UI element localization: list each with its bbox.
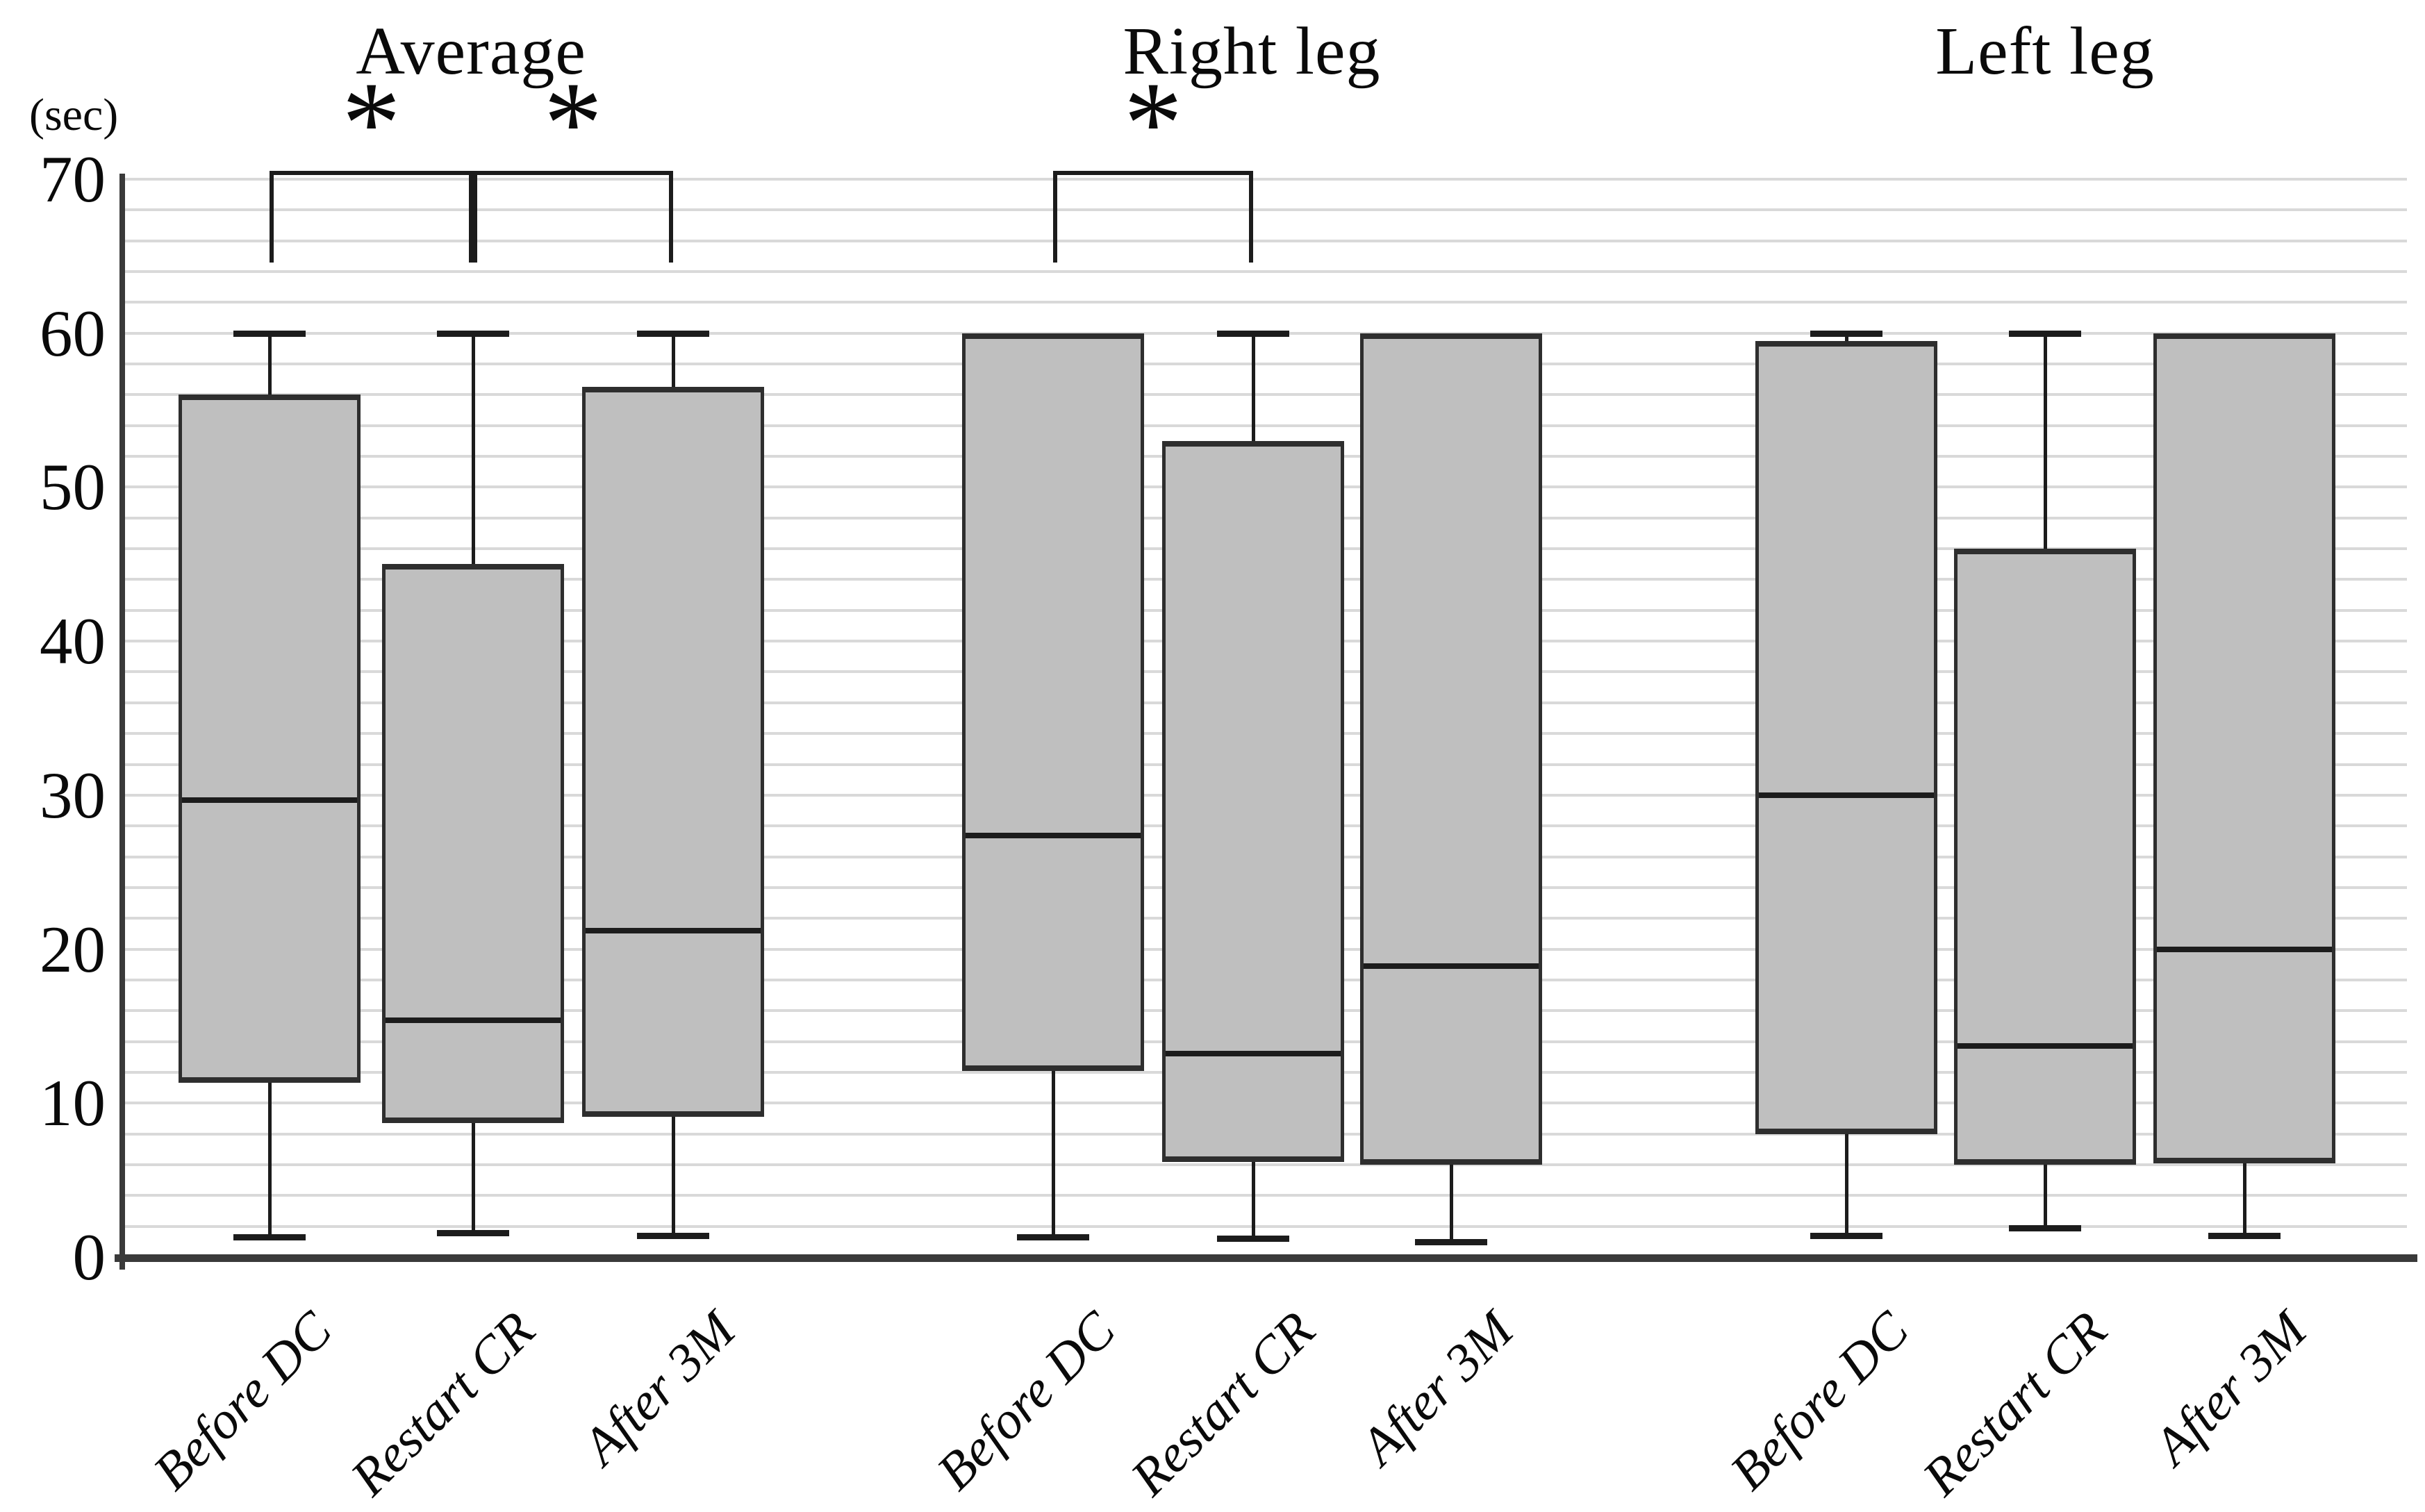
x-tick-label: Restart CR xyxy=(1120,1300,1327,1507)
lower-whisker-cap xyxy=(1415,1238,1487,1245)
upper-whisker-cap xyxy=(233,330,306,337)
lower-whisker xyxy=(268,1083,272,1238)
gridline xyxy=(119,1224,2407,1228)
upper-whisker-cap xyxy=(437,330,509,337)
significance-bracket xyxy=(1053,171,1253,263)
box xyxy=(962,333,1144,1071)
lower-whisker-cap xyxy=(1017,1234,1089,1241)
box xyxy=(1360,333,1542,1165)
upper-whisker xyxy=(672,333,675,388)
gridline xyxy=(119,301,2407,304)
lower-whisker xyxy=(1052,1070,1055,1238)
gridline xyxy=(119,208,2407,212)
significance-star: * xyxy=(1123,58,1183,188)
significance-star: * xyxy=(342,58,401,188)
median-line xyxy=(386,1017,561,1023)
lower-whisker xyxy=(1252,1161,1255,1239)
upper-whisker xyxy=(472,333,475,565)
median-line xyxy=(1166,1051,1341,1057)
lower-whisker xyxy=(472,1123,475,1233)
significance-bracket xyxy=(473,171,673,263)
median-line xyxy=(1759,792,1934,798)
median-line xyxy=(1958,1043,2133,1049)
y-tick-label: 40 xyxy=(40,604,106,679)
y-tick-label: 70 xyxy=(40,142,106,216)
upper-whisker xyxy=(2044,333,2047,549)
box xyxy=(179,394,361,1083)
median-line xyxy=(966,832,1141,838)
group-title-left-leg: Left leg xyxy=(1935,14,2155,89)
lower-whisker-cap xyxy=(637,1232,709,1239)
gridline xyxy=(119,239,2407,242)
y-tick-label: 60 xyxy=(40,296,106,370)
gridline xyxy=(119,1163,2407,1166)
x-tick-label: After 3M xyxy=(571,1300,747,1476)
group-title-average: Average xyxy=(356,14,586,89)
gridline xyxy=(119,178,2407,181)
upper-whisker-cap xyxy=(637,330,709,337)
significance-bracket xyxy=(270,171,473,263)
y-axis-unit-label: (sec) xyxy=(29,90,119,140)
lower-whisker-cap xyxy=(2208,1232,2281,1239)
x-tick-label: Before DC xyxy=(925,1300,1127,1502)
x-tick-label: After 3M xyxy=(2142,1300,2318,1476)
lower-whisker xyxy=(2243,1163,2246,1236)
lower-whisker-cap xyxy=(1217,1236,1289,1243)
upper-whisker-cap xyxy=(1217,330,1289,337)
gridline xyxy=(119,393,2407,397)
upper-whisker xyxy=(1252,333,1255,441)
upper-whisker-cap xyxy=(1810,330,1882,337)
box xyxy=(1755,340,1937,1134)
y-tick-label: 50 xyxy=(40,450,106,524)
box xyxy=(2153,333,2335,1163)
lower-whisker-cap xyxy=(1810,1232,1882,1239)
gridline xyxy=(119,424,2407,427)
x-tick-label: After 3M xyxy=(1349,1300,1525,1476)
box xyxy=(1954,549,2136,1165)
y-tick-label: 20 xyxy=(40,912,106,986)
upper-whisker xyxy=(268,333,272,395)
upper-whisker xyxy=(1845,333,1848,341)
median-line xyxy=(182,797,357,803)
upper-whisker-cap xyxy=(2009,330,2081,337)
x-tick-label: Before DC xyxy=(1719,1300,1920,1502)
box xyxy=(382,564,564,1124)
gridline xyxy=(119,363,2407,366)
gridline xyxy=(119,1194,2407,1197)
x-tick-label: Restart CR xyxy=(340,1300,547,1507)
y-tick-label: 0 xyxy=(72,1220,106,1294)
median-line xyxy=(1364,963,1539,969)
y-tick-label: 30 xyxy=(40,758,106,832)
box xyxy=(1162,440,1344,1162)
x-tick-label: Before DC xyxy=(142,1300,343,1502)
lower-whisker-cap xyxy=(233,1234,306,1241)
lower-whisker-cap xyxy=(2009,1224,2081,1231)
y-axis-line xyxy=(119,174,125,1270)
lower-whisker xyxy=(672,1117,675,1236)
y-tick-label: 10 xyxy=(40,1066,106,1140)
box xyxy=(582,387,764,1118)
lower-whisker xyxy=(1450,1164,1453,1242)
median-line xyxy=(586,927,761,933)
lower-whisker xyxy=(1845,1133,1848,1236)
lower-whisker-cap xyxy=(437,1229,509,1236)
group-title-right-leg: Right leg xyxy=(1123,14,1381,89)
lower-whisker xyxy=(2044,1164,2047,1228)
median-line xyxy=(2157,946,2332,952)
significance-star: * xyxy=(543,58,603,188)
gridline xyxy=(119,270,2407,274)
x-tick-label: Restart CR xyxy=(1912,1300,2119,1507)
x-axis-line xyxy=(115,1254,2417,1262)
